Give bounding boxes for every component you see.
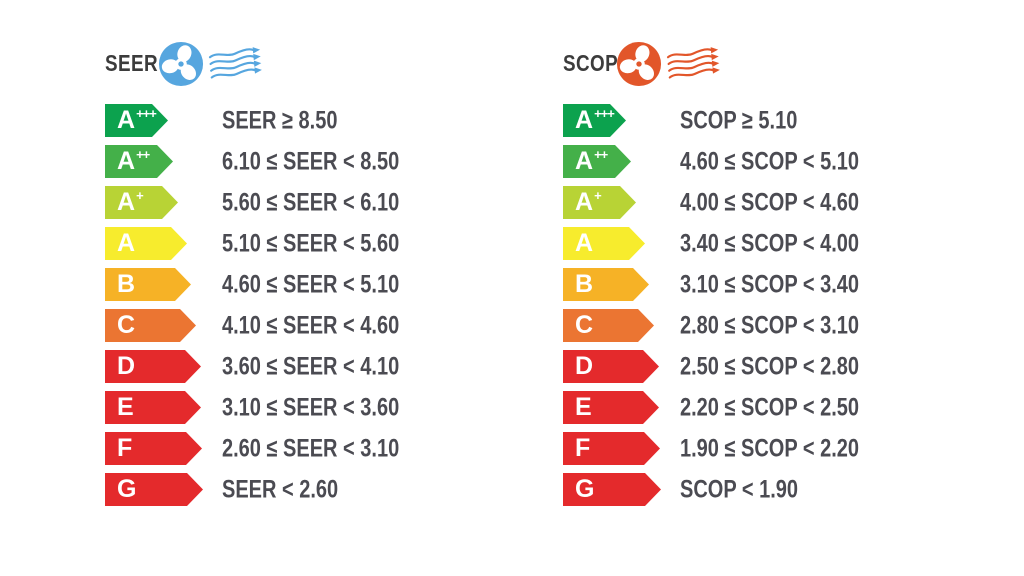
rating-range-text: 5.10 ≤ SEER < 5.60 [222, 229, 400, 257]
rating-arrow: F [105, 432, 202, 465]
rating-arrow: A ++ [105, 145, 173, 178]
rating-grade-label: A [117, 188, 136, 216]
rating-grade-label: A [117, 106, 136, 134]
scop-panel-header: SCOP [563, 40, 722, 87]
rating-arrow: B [105, 268, 191, 301]
airflow-arrows-icon [666, 46, 720, 79]
rating-range-text: 3.60 ≤ SEER < 4.10 [222, 352, 400, 380]
rating-grade-label: E [575, 393, 592, 421]
rating-grade-label: C [117, 311, 136, 339]
rating-grade-label: A [575, 147, 594, 175]
rating-row: D 3.60 ≤ SEER < 4.10 [105, 350, 399, 383]
rating-range-text: SEER ≥ 8.50 [222, 106, 338, 134]
rating-arrow: A ++ [563, 145, 631, 178]
rating-grade-label: A [575, 106, 594, 134]
rating-row: G SEER < 2.60 [105, 473, 338, 506]
rating-range-text: SCOP < 1.90 [680, 475, 799, 503]
rating-plus-superscript: +++ [136, 106, 156, 121]
rating-grade-label: D [117, 352, 136, 380]
rating-plus-superscript: + [136, 188, 143, 203]
rating-arrow: E [563, 391, 659, 424]
rating-range-text: 3.10 ≤ SCOP < 3.40 [680, 270, 860, 298]
rating-arrow: A [563, 227, 645, 260]
rating-row: A +++ SCOP ≥ 5.10 [563, 104, 797, 137]
rating-range-text: SCOP ≥ 5.10 [680, 106, 798, 134]
rating-arrow: A + [105, 186, 178, 219]
rating-arrow: C [563, 309, 654, 342]
rating-grade-label: D [575, 352, 594, 380]
rating-row: A + 5.60 ≤ SEER < 6.10 [105, 186, 399, 219]
rating-row: F 1.90 ≤ SCOP < 2.20 [563, 432, 859, 465]
rating-grade-label: A [117, 147, 136, 175]
panel-title: SCOP [563, 50, 619, 76]
rating-grade-label: A [117, 229, 136, 257]
rating-row: B 4.60 ≤ SEER < 5.10 [105, 268, 399, 301]
rating-range-text: 2.50 ≤ SCOP < 2.80 [680, 352, 860, 380]
rating-arrow: C [105, 309, 196, 342]
seer-rating-rows: A +++ SEER ≥ 8.50 A ++ 6.10 ≤ SEER < 8.50 … [105, 104, 399, 506]
rating-plus-superscript: + [594, 188, 601, 203]
rating-arrow: A [105, 227, 187, 260]
scop-rating-scale: SCOP [563, 40, 859, 514]
rating-row: A 3.40 ≤ SCOP < 4.00 [563, 227, 859, 260]
rating-range-text: 4.10 ≤ SEER < 4.60 [222, 311, 400, 339]
rating-range-text: 4.60 ≤ SEER < 5.10 [222, 270, 400, 298]
rating-row: F 2.60 ≤ SEER < 3.10 [105, 432, 399, 465]
seer-rating-scale: SEER [105, 40, 399, 514]
rating-row: B 3.10 ≤ SCOP < 3.40 [563, 268, 859, 301]
rating-arrow: E [105, 391, 201, 424]
rating-row: A 5.10 ≤ SEER < 5.60 [105, 227, 399, 260]
rating-row: A ++ 6.10 ≤ SEER < 8.50 [105, 145, 399, 178]
rating-arrow: F [563, 432, 660, 465]
rating-row: C 4.10 ≤ SEER < 4.60 [105, 309, 399, 342]
rating-grade-label: B [575, 270, 594, 298]
rating-arrow: B [563, 268, 649, 301]
seer-panel-header: SEER [105, 40, 264, 87]
rating-grade-label: B [117, 270, 136, 298]
rating-range-text: 3.10 ≤ SEER < 3.60 [222, 393, 400, 421]
rating-arrow: G [105, 473, 203, 506]
rating-row: A ++ 4.60 ≤ SCOP < 5.10 [563, 145, 859, 178]
rating-range-text: 2.20 ≤ SCOP < 2.50 [680, 393, 860, 421]
rating-grade-label: E [117, 393, 134, 421]
rating-grade-label: G [117, 475, 137, 503]
rating-grade-label: A [575, 229, 594, 257]
rating-plus-superscript: ++ [594, 147, 608, 162]
rating-range-text: 2.60 ≤ SEER < 3.10 [222, 434, 400, 462]
scop-rating-rows: A +++ SCOP ≥ 5.10 A ++ 4.60 ≤ SCOP < 5.10 … [563, 104, 859, 506]
rating-arrow: D [105, 350, 201, 383]
rating-plus-superscript: +++ [594, 106, 614, 121]
rating-range-text: 4.00 ≤ SCOP < 4.60 [680, 188, 860, 216]
rating-arrow: A +++ [105, 104, 168, 137]
rating-plus-superscript: ++ [136, 147, 150, 162]
rating-arrow: D [563, 350, 659, 383]
rating-row: A + 4.00 ≤ SCOP < 4.60 [563, 186, 859, 219]
rating-row: G SCOP < 1.90 [563, 473, 798, 506]
fan-icon [616, 41, 662, 86]
rating-arrow: A +++ [563, 104, 626, 137]
rating-range-text: 2.80 ≤ SCOP < 3.10 [680, 311, 860, 339]
rating-arrow: A + [563, 186, 636, 219]
rating-grade-label: A [575, 188, 594, 216]
fan-icon [158, 41, 204, 86]
rating-range-text: SEER < 2.60 [222, 475, 339, 503]
airflow-arrows-icon [208, 46, 262, 79]
rating-range-text: 6.10 ≤ SEER < 8.50 [222, 147, 400, 175]
rating-grade-label: F [575, 434, 591, 462]
rating-range-text: 4.60 ≤ SCOP < 5.10 [680, 147, 860, 175]
rating-arrow: G [563, 473, 661, 506]
rating-grade-label: C [575, 311, 594, 339]
rating-grade-label: G [575, 475, 595, 503]
panel-title: SEER [105, 50, 159, 76]
rating-row: A +++ SEER ≥ 8.50 [105, 104, 337, 137]
rating-row: C 2.80 ≤ SCOP < 3.10 [563, 309, 859, 342]
rating-range-text: 5.60 ≤ SEER < 6.10 [222, 188, 400, 216]
rating-range-text: 3.40 ≤ SCOP < 4.00 [680, 229, 860, 257]
rating-row: D 2.50 ≤ SCOP < 2.80 [563, 350, 859, 383]
rating-grade-label: F [117, 434, 133, 462]
rating-row: E 3.10 ≤ SEER < 3.60 [105, 391, 399, 424]
rating-row: E 2.20 ≤ SCOP < 2.50 [563, 391, 859, 424]
rating-range-text: 1.90 ≤ SCOP < 2.20 [680, 434, 860, 462]
